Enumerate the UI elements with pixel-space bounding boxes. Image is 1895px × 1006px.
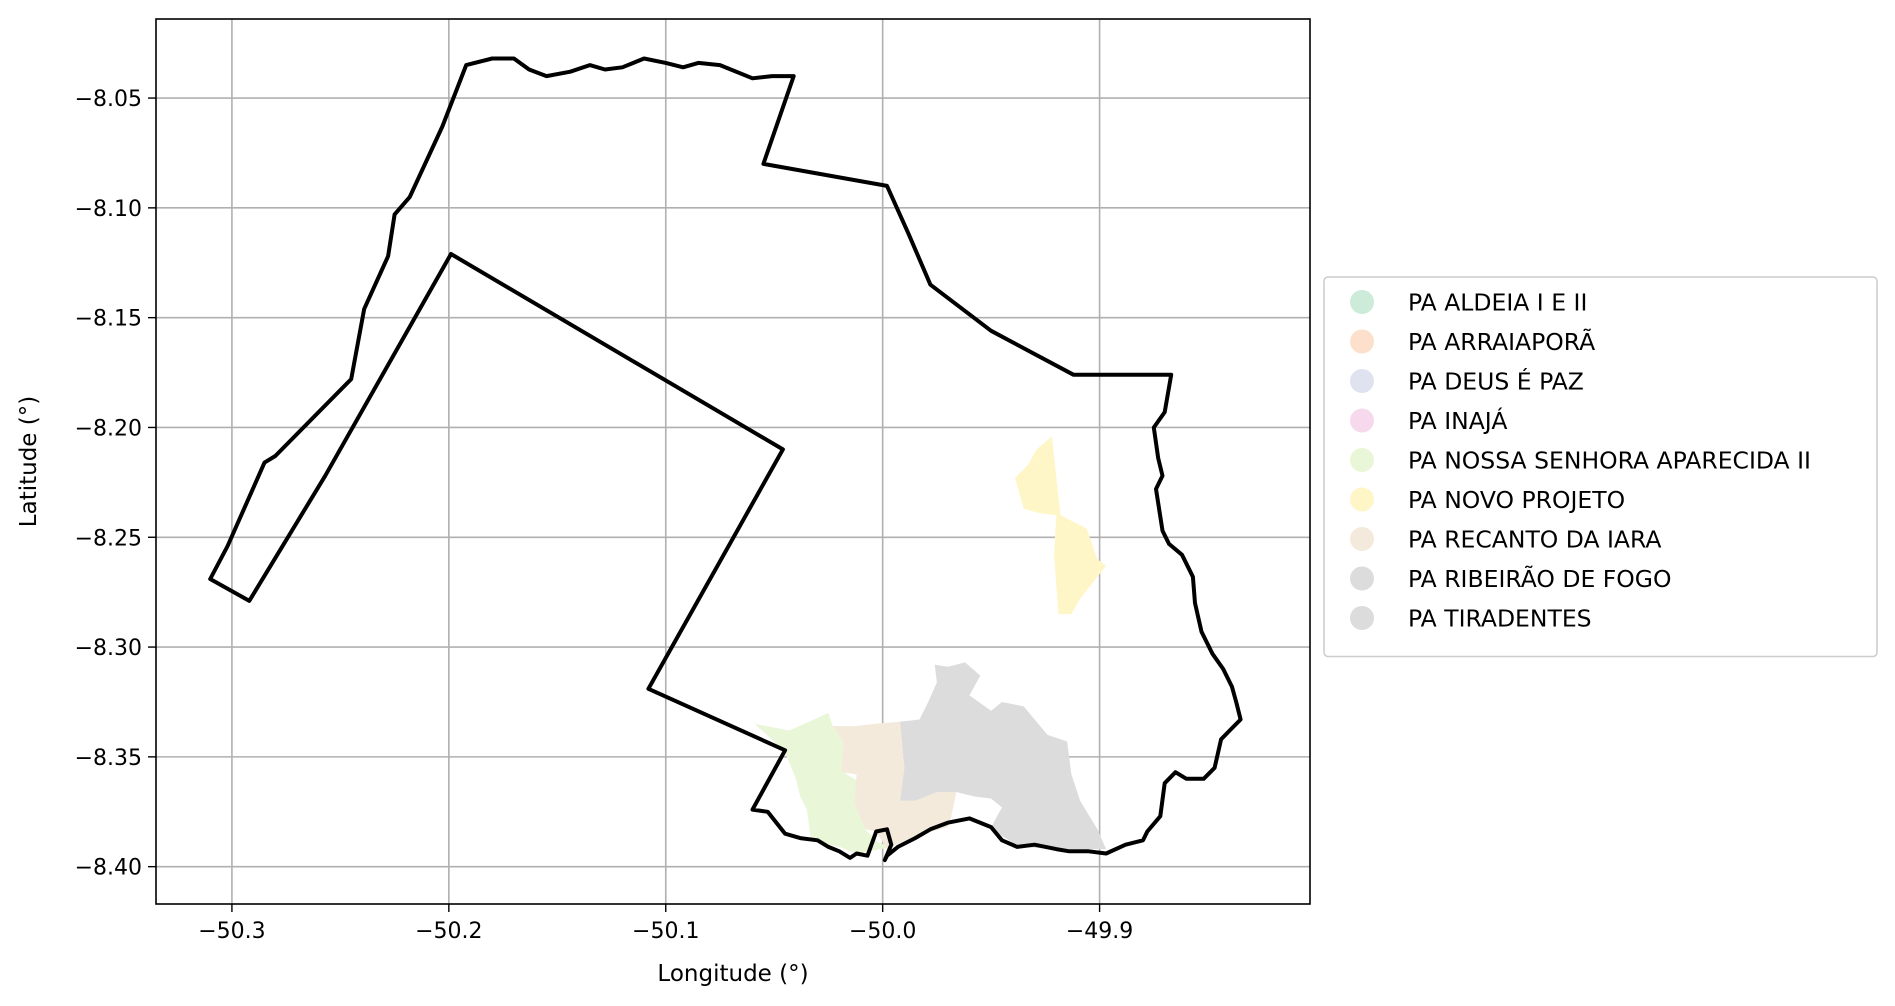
legend-marker (1350, 487, 1374, 512)
region-pa-nossa-senhora-aparecida-ii (754, 712, 894, 854)
legend-box (1323, 276, 1878, 658)
plot-frame (155, 18, 1311, 905)
legend-label: PA ARRAIAPORÃ (1408, 328, 1595, 356)
y-tick-label: −8.35 (75, 746, 142, 771)
settlement-regions (754, 436, 1107, 854)
legend-label: PA NOSSA SENHORA APARECIDA II (1408, 447, 1811, 475)
legend: PA ALDEIA I E II PA ARRAIAPORÃ PA DEUS É P… (1323, 276, 1878, 658)
y-tick-label: −8.10 (75, 197, 142, 222)
legend-label: PA NOVO PROJETO (1408, 486, 1625, 514)
legend-label: PA TIRADENTES (1408, 605, 1592, 633)
legend-marker (1350, 606, 1374, 630)
y-axis-label: Latitude (°) (16, 396, 42, 527)
x-tick-label: −49.9 (1066, 919, 1133, 944)
region-pa-ribeirao-de-fogo (900, 662, 1107, 850)
legend-label: PA INAJÁ (1408, 407, 1507, 435)
region-pa-novo-projeto (1015, 436, 1107, 615)
boundary-outline (208, 56, 1243, 863)
y-tick-label: −8.15 (75, 307, 142, 332)
y-tick-label: −8.40 (75, 856, 142, 881)
y-tick-label: −8.20 (75, 416, 142, 441)
x-tick-label: −50.1 (632, 919, 699, 944)
x-tick-label: −50.3 (198, 919, 265, 944)
legend-label: PA RECANTO DA IARA (1408, 526, 1661, 554)
legend-label: PA ALDEIA I E II (1408, 289, 1587, 317)
legend-entries: PA ALDEIA I E II PA ARRAIAPORÃ PA DEUS É P… (1350, 289, 1811, 633)
x-tick-label: −50.2 (415, 919, 482, 944)
legend-marker (1350, 448, 1374, 472)
y-tick-label: −8.05 (75, 87, 142, 112)
legend-marker (1350, 290, 1374, 314)
legend-label: PA DEUS É PAZ (1408, 368, 1584, 396)
legend-marker (1350, 329, 1374, 354)
region-pa-recanto-da-iara (832, 721, 957, 850)
y-tick-label: −8.30 (75, 636, 142, 661)
x-tick-label: −50.0 (849, 919, 916, 944)
x-axis-label: Longitude (°) (657, 961, 808, 987)
legend-marker (1350, 408, 1374, 433)
axis-ticks: −50.3 −50.2 −50.1 −50.0 −49.9 −8.05 −8.10 −8.15… (75, 87, 1134, 944)
legend-marker (1350, 527, 1374, 551)
legend-marker (1350, 369, 1374, 393)
legend-label: PA RIBEIRÃO DE FOGO (1408, 565, 1672, 593)
municipality-boundary (208, 56, 1243, 863)
legend-marker (1350, 566, 1374, 591)
y-tick-label: −8.25 (75, 526, 142, 551)
